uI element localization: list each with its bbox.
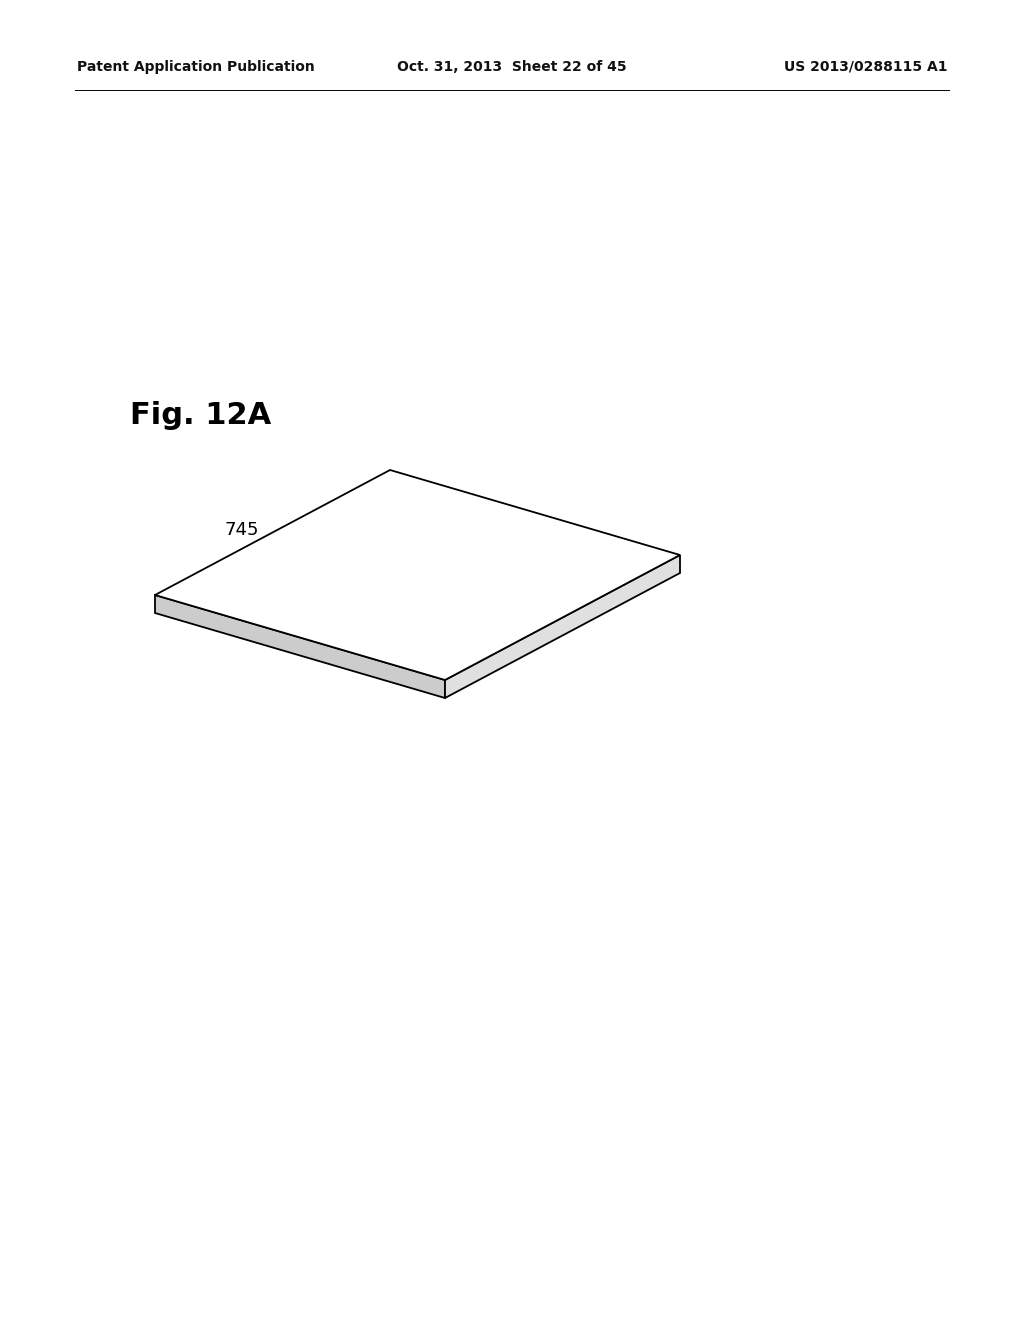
Polygon shape — [155, 470, 680, 680]
Text: Oct. 31, 2013  Sheet 22 of 45: Oct. 31, 2013 Sheet 22 of 45 — [397, 59, 627, 74]
Polygon shape — [445, 554, 680, 698]
Text: Fig. 12A: Fig. 12A — [130, 400, 271, 429]
Text: US 2013/0288115 A1: US 2013/0288115 A1 — [783, 59, 947, 74]
Polygon shape — [155, 595, 445, 698]
Text: Patent Application Publication: Patent Application Publication — [77, 59, 314, 74]
Text: 745: 745 — [225, 521, 259, 539]
